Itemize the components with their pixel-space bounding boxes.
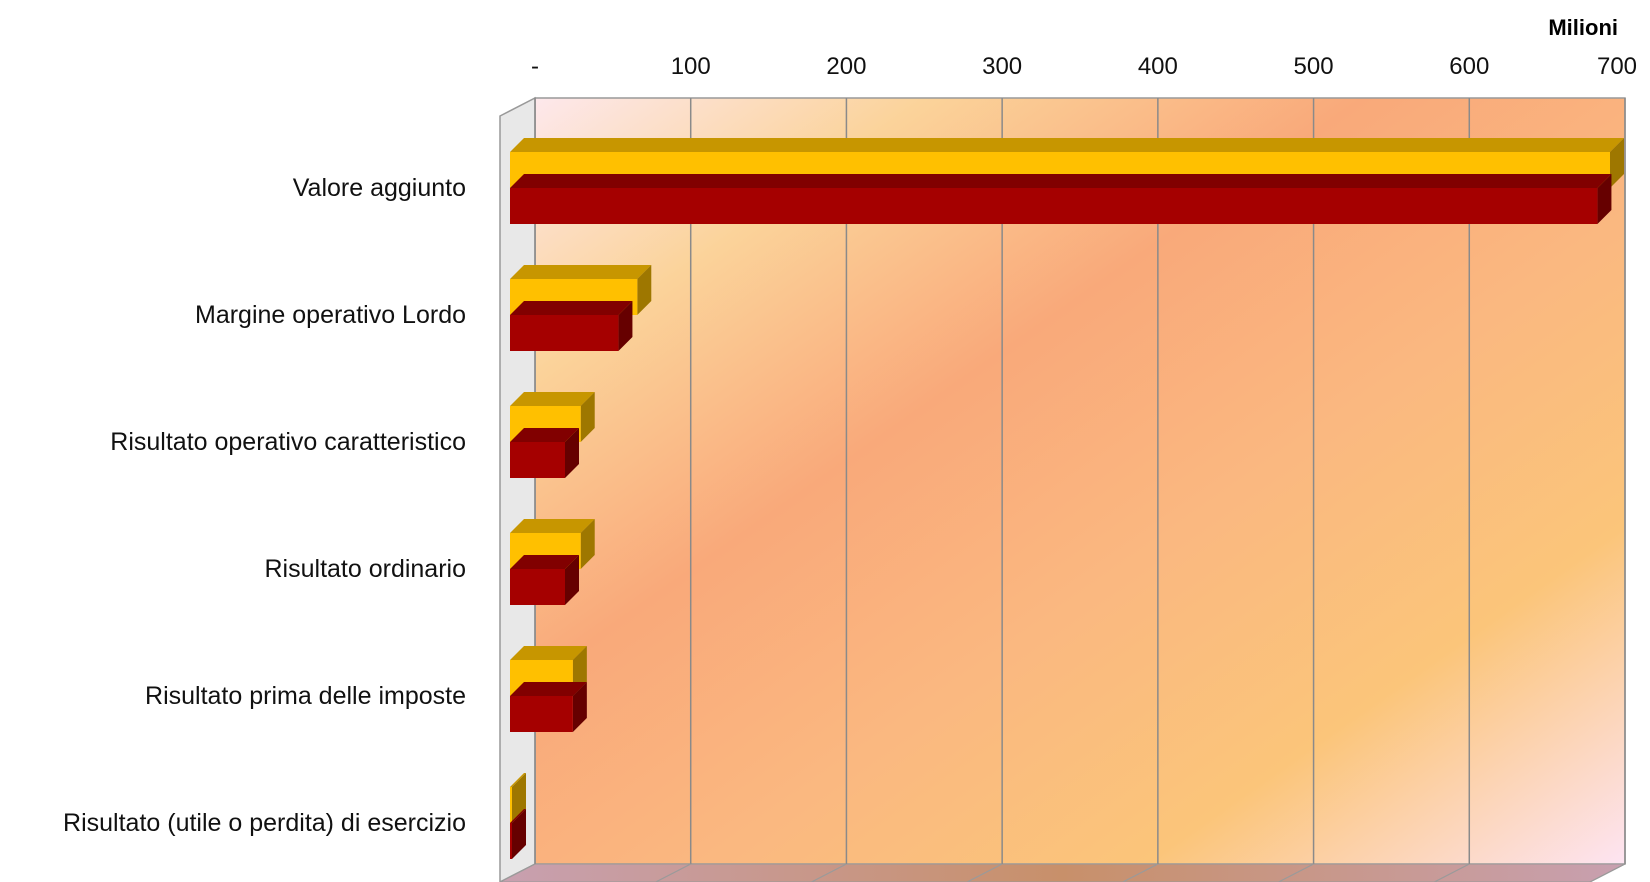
bar-front-face bbox=[510, 569, 565, 605]
floor-gridline bbox=[1122, 863, 1159, 882]
floor-gridline bbox=[966, 863, 1003, 882]
bar-top-face bbox=[510, 265, 652, 279]
bar-side-face bbox=[580, 392, 595, 442]
bar bbox=[510, 428, 579, 478]
bar-side-face bbox=[512, 809, 526, 859]
bars bbox=[510, 138, 1624, 859]
bar-top-face bbox=[510, 138, 1624, 152]
floor-gridline bbox=[811, 863, 847, 882]
x-tick-label: 300 bbox=[982, 53, 1022, 80]
bar-side-face bbox=[618, 301, 633, 351]
bar-side-face bbox=[580, 519, 595, 569]
x-tick-label: 400 bbox=[1138, 53, 1178, 80]
bar-side-face bbox=[572, 682, 587, 732]
floor-gridline bbox=[1434, 863, 1470, 882]
bar-front-face bbox=[510, 787, 512, 823]
bar-top-face bbox=[510, 809, 526, 823]
category-label: Risultato operativo caratteristico bbox=[110, 428, 466, 456]
bar-side-face bbox=[565, 555, 579, 605]
bar-front-face bbox=[510, 315, 619, 351]
x-tick-label: 500 bbox=[1294, 53, 1334, 80]
category-label: Risultato prima delle imposte bbox=[145, 682, 466, 710]
bar-front-face bbox=[510, 696, 573, 732]
x-axis-tick-labels: - 100 200 300 400 500 600 700 bbox=[531, 53, 1637, 80]
bar bbox=[510, 265, 652, 315]
bar-top-face bbox=[510, 174, 1612, 188]
bar-front-face bbox=[510, 188, 1598, 224]
floor-gridline bbox=[1589, 863, 1626, 882]
category-label: Margine operativo Lordo bbox=[195, 301, 466, 329]
bar bbox=[510, 301, 633, 351]
bar-side-face bbox=[1610, 138, 1624, 188]
bar-top-face bbox=[510, 646, 587, 660]
floor bbox=[499, 863, 1626, 882]
bar bbox=[510, 682, 587, 732]
bar bbox=[510, 174, 1612, 224]
y-axis-category-labels: Valore aggiunto Margine operativo Lordo Ri… bbox=[63, 174, 466, 837]
bar-side-face bbox=[1597, 174, 1612, 224]
bar-top-face bbox=[510, 392, 595, 406]
category-label: Risultato (utile o perdita) di esercizio bbox=[63, 809, 466, 837]
x-tick-label: - bbox=[531, 53, 539, 80]
bar-front-face bbox=[510, 442, 565, 478]
x-tick-label: 200 bbox=[826, 53, 866, 80]
x-tick-label: 100 bbox=[671, 53, 711, 80]
bar-top-face bbox=[510, 682, 587, 696]
floor-gridline bbox=[655, 863, 691, 882]
gridlines bbox=[499, 98, 1626, 882]
bar-top-face bbox=[510, 428, 579, 442]
floor-gridline bbox=[499, 863, 536, 882]
axis-unit-label: Milioni bbox=[1548, 15, 1618, 40]
bar-top-face bbox=[510, 555, 579, 569]
category-label: Valore aggiunto bbox=[293, 174, 466, 202]
bar-top-face bbox=[510, 301, 633, 315]
bar-front-face bbox=[510, 823, 512, 859]
bar-side-face bbox=[637, 265, 652, 315]
plot-area bbox=[499, 96, 1626, 882]
bar bbox=[510, 809, 526, 859]
bar-top-face bbox=[510, 773, 526, 787]
x-tick-label: 700 bbox=[1597, 53, 1637, 80]
category-label: Risultato ordinario bbox=[265, 555, 467, 583]
x-tick-label: 600 bbox=[1449, 53, 1489, 80]
floor-gridline bbox=[1278, 863, 1314, 882]
bar-top-face bbox=[510, 519, 595, 533]
bar-side-face bbox=[565, 428, 579, 478]
bar bbox=[510, 555, 579, 605]
